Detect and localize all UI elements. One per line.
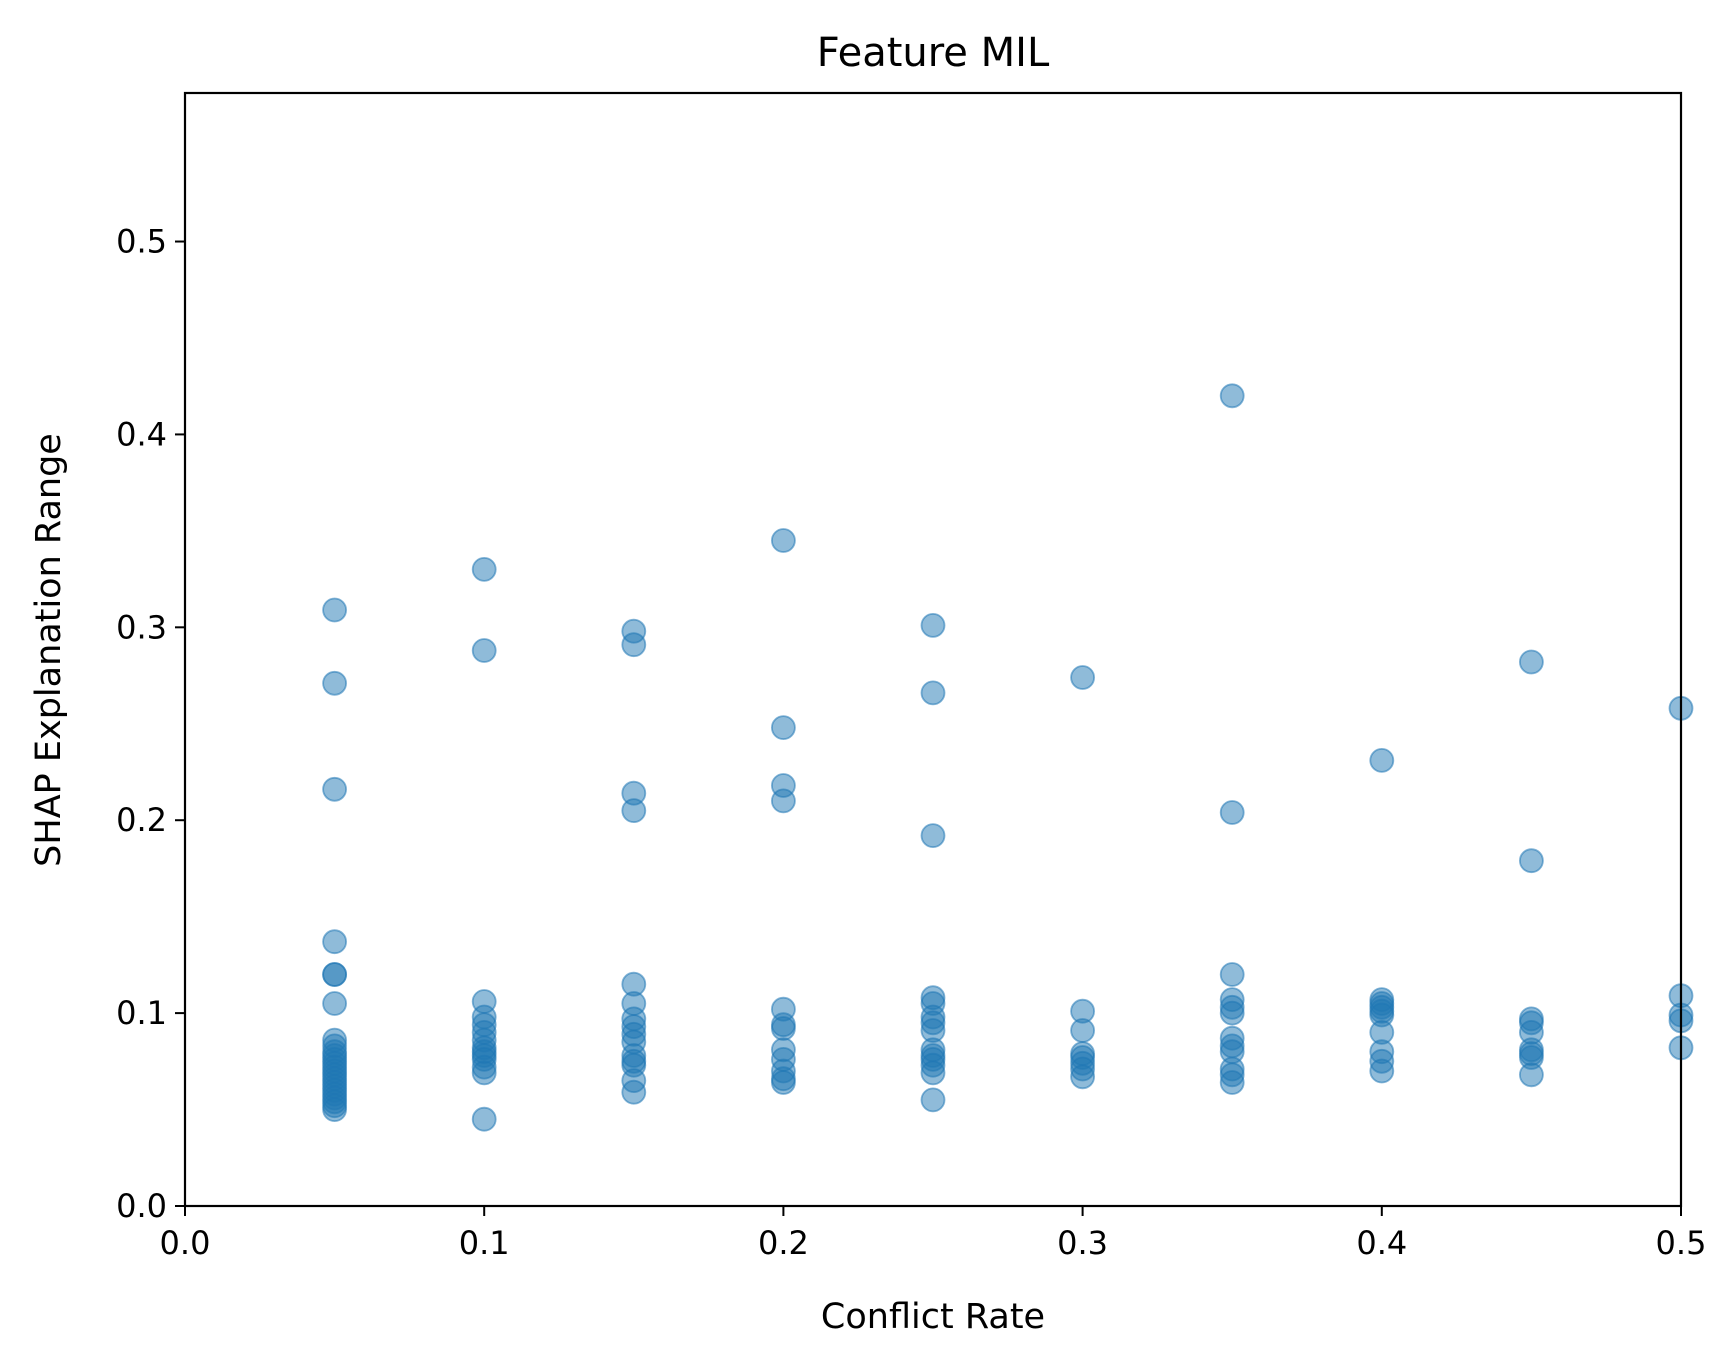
data-point-88 — [1219, 383, 1245, 409]
data-point-78 — [920, 1060, 946, 1086]
y-tick-label-5: 0.5 — [116, 223, 167, 261]
data-point-93 — [1219, 1000, 1245, 1026]
data-point-53 — [621, 1079, 647, 1105]
data-point-38 — [471, 1106, 497, 1132]
data-point-66 — [920, 613, 946, 638]
data-point-57 — [771, 788, 796, 814]
data-point-118 — [1519, 1062, 1544, 1088]
y-tick-label-3: 0.3 — [116, 608, 167, 646]
x-tick-label-4: 0.4 — [1356, 1224, 1407, 1262]
chart-title: Feature MIL — [817, 30, 1050, 76]
data-point-68 — [920, 823, 946, 848]
data-point-89 — [1219, 800, 1245, 825]
y-tick-label-0: 0.0 — [116, 1187, 167, 1225]
x-tick-label-3: 0.3 — [1057, 1224, 1108, 1262]
data-point-5 — [322, 962, 348, 987]
y-axis-ticks: 0.0 0.1 0.2 0.3 0.4 0.5 — [116, 223, 185, 1225]
data-points — [322, 383, 1694, 1132]
data-point-24 — [322, 1097, 348, 1122]
x-axis-ticks: 0.0 0.1 0.2 0.3 0.4 0.5 — [160, 1206, 1707, 1262]
data-point-79 — [920, 1087, 946, 1113]
data-point-25 — [471, 557, 497, 582]
data-point-100 — [1369, 748, 1395, 773]
x-axis-label: Conflict Rate — [821, 1297, 1045, 1337]
y-tick-label-1: 0.1 — [116, 994, 167, 1032]
data-point-87 — [1070, 1064, 1095, 1090]
data-point-111 — [1519, 848, 1544, 874]
data-point-0 — [322, 597, 348, 623]
data-point-42 — [621, 798, 647, 823]
data-point-37 — [471, 1060, 497, 1086]
data-point-2 — [322, 776, 348, 802]
data-point-40 — [621, 632, 647, 658]
data-point-109 — [1369, 1058, 1395, 1084]
data-point-54 — [771, 528, 796, 553]
data-point-99 — [1219, 1070, 1245, 1095]
data-point-60 — [771, 1016, 796, 1041]
data-point-1 — [322, 670, 348, 696]
data-point-55 — [771, 715, 796, 740]
data-point-65 — [771, 1070, 796, 1095]
data-point-80 — [1070, 665, 1095, 690]
y-tick-label-2: 0.2 — [116, 801, 167, 839]
plot-frame — [183, 91, 1683, 1208]
data-point-82 — [1070, 1018, 1095, 1043]
x-tick-label-1: 0.1 — [459, 1224, 510, 1262]
data-point-6 — [322, 991, 348, 1016]
data-point-90 — [1219, 962, 1245, 987]
data-point-67 — [920, 680, 946, 706]
x-tick-label-2: 0.2 — [758, 1224, 809, 1262]
x-tick-label-5: 0.5 — [1656, 1224, 1707, 1262]
x-tick-label-0: 0.0 — [160, 1224, 211, 1262]
data-point-26 — [471, 638, 497, 663]
y-tick-label-4: 0.4 — [116, 415, 167, 453]
data-point-110 — [1519, 649, 1544, 675]
data-point-3 — [322, 929, 348, 955]
y-axis-label: SHAP Explanation Range — [29, 433, 69, 867]
